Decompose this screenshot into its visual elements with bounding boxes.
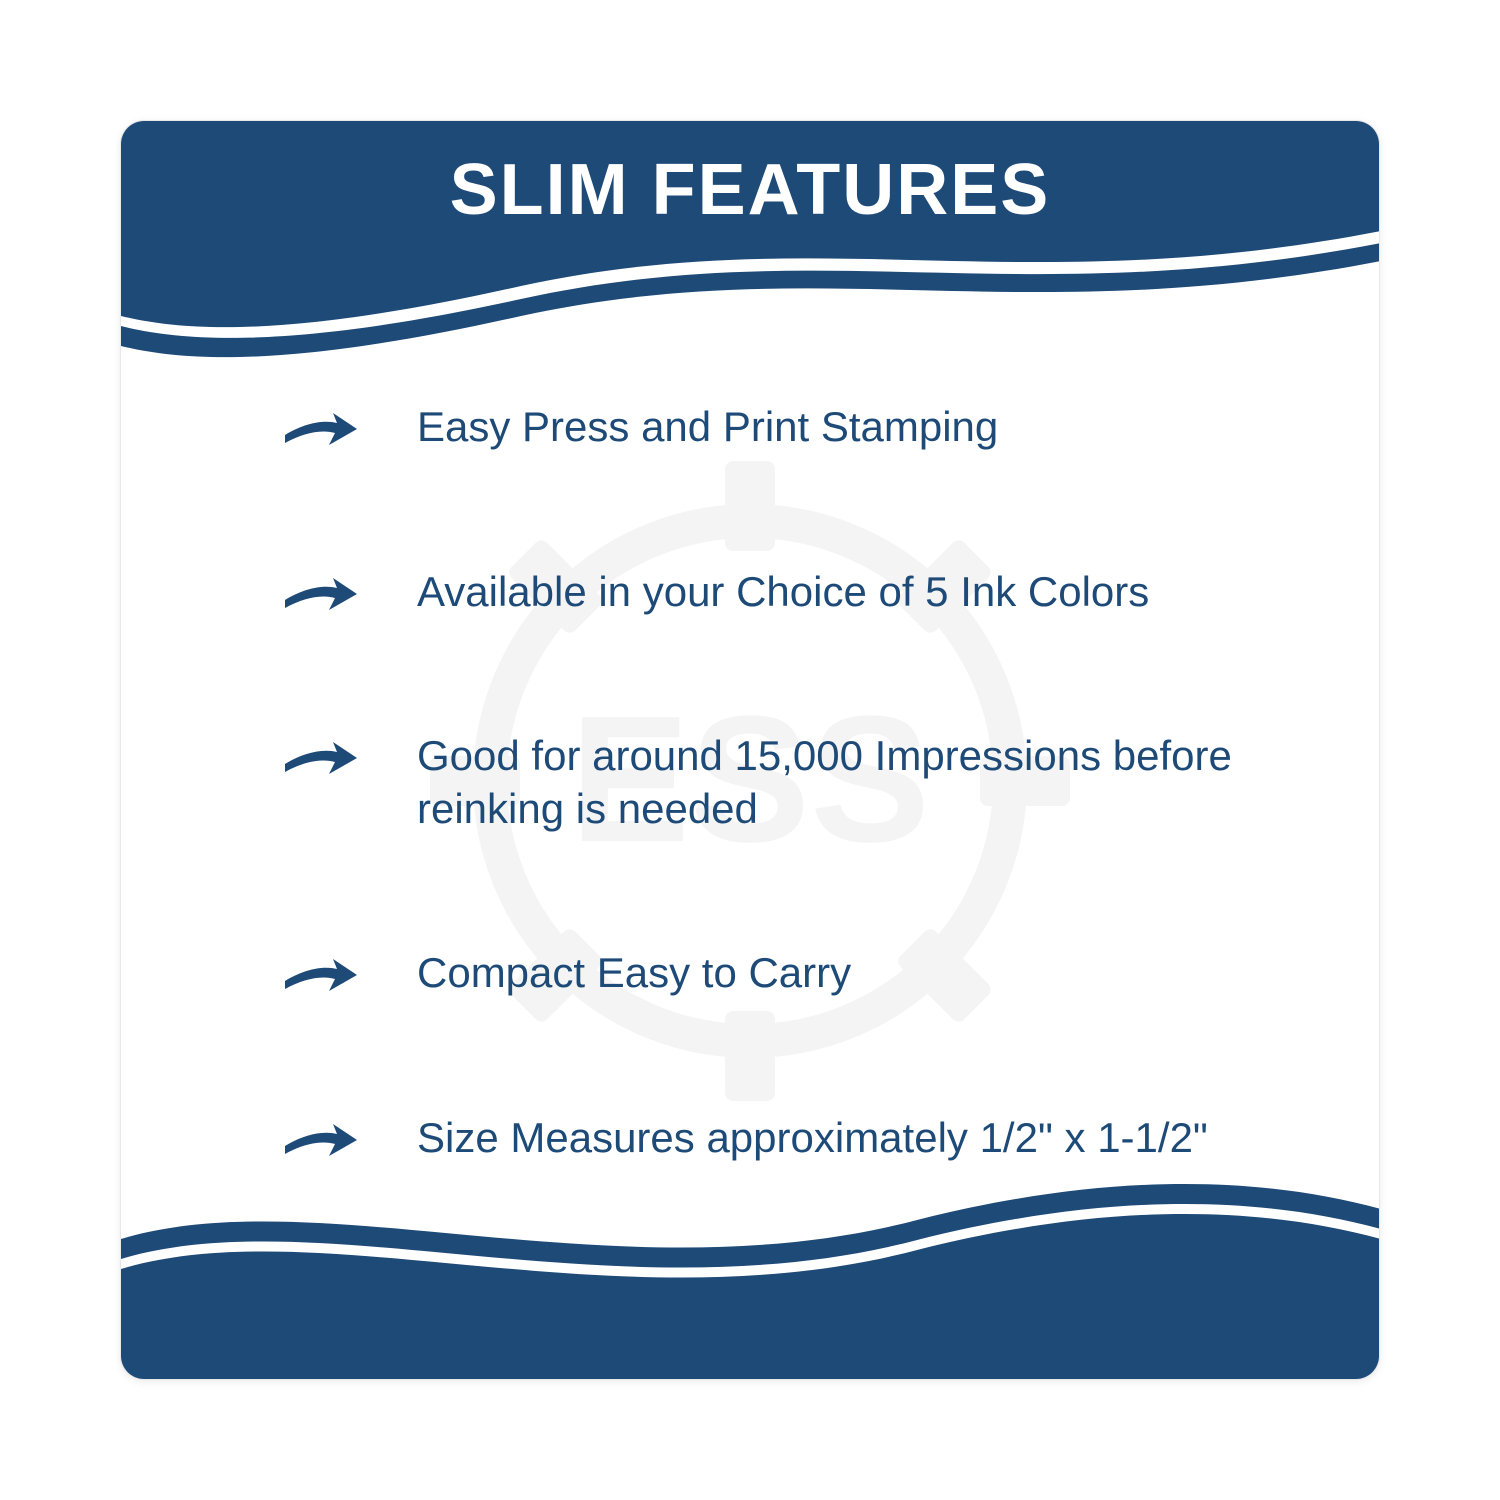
arrow-right-icon [281, 405, 361, 453]
feature-text: Compact Easy to Carry [417, 947, 851, 1000]
arrow-right-icon [281, 1116, 361, 1164]
feature-text: Available in your Choice of 5 Ink Colors [417, 566, 1149, 619]
feature-item: Compact Easy to Carry [281, 947, 1241, 1000]
feature-text: Easy Press and Print Stamping [417, 401, 998, 454]
infographic-title: SLIM FEATURES [121, 149, 1379, 231]
feature-card: SLIM FEATURES ESS [120, 120, 1380, 1380]
feature-item: Easy Press and Print Stamping [281, 401, 1241, 454]
feature-item: Size Measures approximately 1/2" x 1-1/2… [281, 1112, 1241, 1165]
feature-text: Good for around 15,000 Impressions befor… [417, 730, 1241, 835]
arrow-right-icon [281, 951, 361, 999]
feature-text: Size Measures approximately 1/2" x 1-1/2… [417, 1112, 1208, 1165]
feature-item: Available in your Choice of 5 Ink Colors [281, 566, 1241, 619]
feature-item: Good for around 15,000 Impressions befor… [281, 730, 1241, 835]
arrow-right-icon [281, 734, 361, 782]
arrow-right-icon [281, 570, 361, 618]
feature-list: Easy Press and Print Stamping Available … [281, 401, 1241, 1164]
